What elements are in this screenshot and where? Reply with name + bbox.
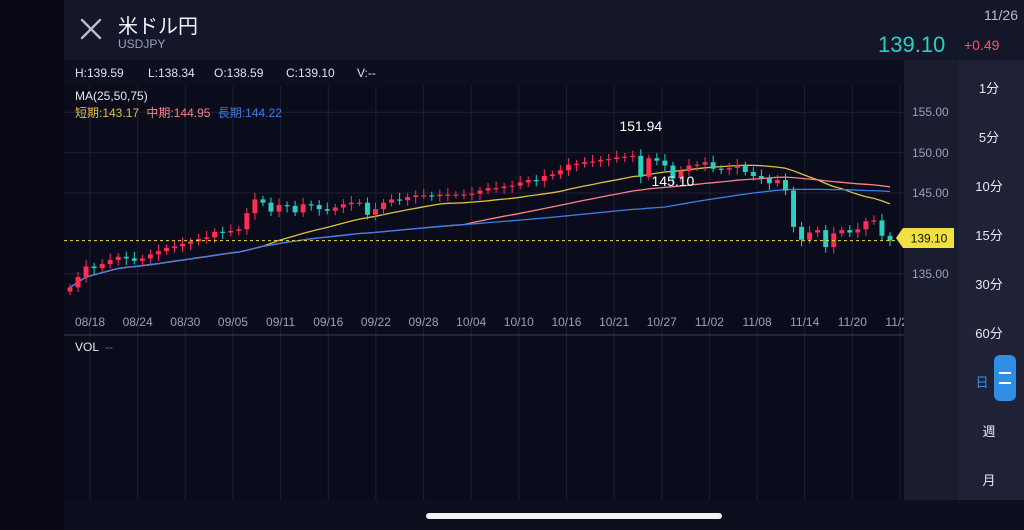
- ohlc-low: L:138.34: [148, 66, 195, 80]
- price-axis: [904, 60, 958, 500]
- header-bar: [64, 0, 1024, 60]
- timeframe-option[interactable]: 週: [982, 424, 996, 439]
- pair-symbol: USDJPY: [118, 37, 166, 51]
- ohlc-volume: V:--: [357, 66, 376, 80]
- ohlc-close: C:139.10: [286, 66, 335, 80]
- ohlc-open: O:138.59: [214, 66, 264, 80]
- left-bezel: [0, 0, 64, 530]
- svg-text:139.10: 139.10: [911, 232, 948, 246]
- ma-mid-value: 中期:144.95: [146, 106, 211, 120]
- timeframe-slider-handle[interactable]: [994, 355, 1016, 401]
- pair-title: 米ドル円: [118, 16, 198, 38]
- ma-title: MA(25,50,75): [75, 89, 148, 103]
- price-axis-label: 155.00: [912, 105, 949, 120]
- timeframe-option[interactable]: 1分: [978, 81, 1000, 96]
- price-axis-label: 145.00: [912, 185, 949, 200]
- close-icon[interactable]: [80, 18, 102, 40]
- ma-long-value: 長期:144.22: [217, 106, 282, 120]
- volume-value: --: [105, 340, 114, 354]
- timeframe-option[interactable]: 5分: [978, 130, 1000, 145]
- timeframe-option[interactable]: 15分: [975, 228, 1003, 243]
- price-axis-label: 135.00: [912, 266, 949, 281]
- chart-area[interactable]: [64, 86, 904, 500]
- ma-values: 短期:143.17 中期:144.95 長期:144.22: [75, 104, 286, 121]
- timeframe-option[interactable]: 30分: [975, 277, 1003, 292]
- price-change: +0.49: [964, 37, 1000, 53]
- timeframe-option[interactable]: 60分: [975, 326, 1003, 341]
- home-indicator[interactable]: [426, 513, 722, 519]
- header-date: 11/26: [984, 7, 1018, 23]
- timeframe-option[interactable]: 日: [975, 375, 989, 390]
- volume-label: VOL --: [75, 340, 113, 354]
- ohlc-high: H:139.59: [75, 66, 124, 80]
- timeframe-option[interactable]: 10分: [975, 179, 1003, 194]
- current-price-tag: 139.10: [896, 228, 954, 248]
- ohlc-bar: H:139.59 L:138.34 O:138.59 C:139.10 V:--: [64, 60, 904, 87]
- ma-short-value: 短期:143.17: [75, 106, 140, 120]
- timeframe-option[interactable]: 月: [982, 473, 996, 488]
- timeframe-panel: [958, 60, 1024, 500]
- current-price: 139.10: [878, 32, 946, 57]
- volume-title: VOL: [75, 340, 100, 354]
- price-axis-label: 150.00: [912, 145, 949, 160]
